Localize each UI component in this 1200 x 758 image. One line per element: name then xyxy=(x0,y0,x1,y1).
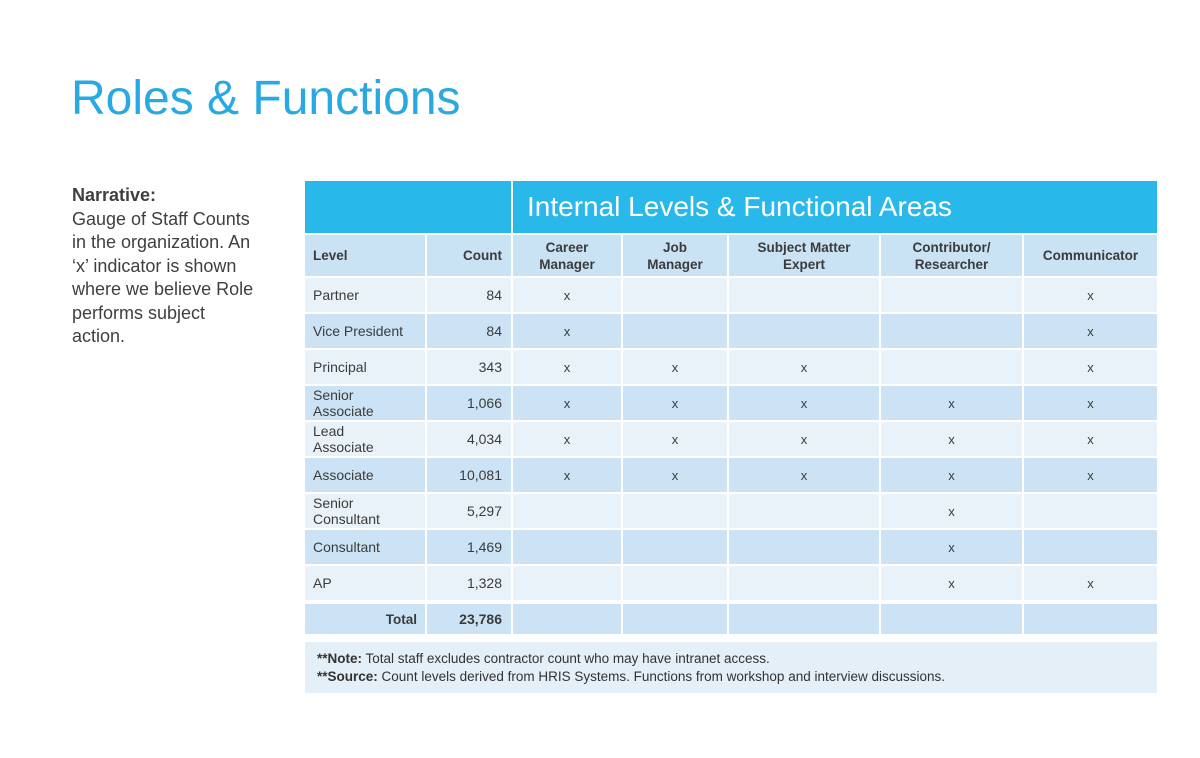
footnote-source-text: Count levels derived from HRIS Systems. … xyxy=(381,668,946,684)
mark-cell xyxy=(729,314,879,348)
roles-table: Internal Levels & Functional Areas Level… xyxy=(305,181,1157,634)
mark-cell: x xyxy=(513,278,621,312)
mark-cell: x xyxy=(1024,278,1157,312)
level-cell: Vice President xyxy=(305,314,425,348)
mark-cell: x xyxy=(1024,458,1157,492)
mark-cell: x xyxy=(513,458,621,492)
footnotes: **Note: Total staff excludes contractor … xyxy=(305,642,1157,693)
mark-cell: x xyxy=(1024,314,1157,348)
column-header-contributor-researcher: Contributor/ Researcher xyxy=(881,235,1022,276)
mark-cell: x xyxy=(1024,386,1157,420)
mark-cell: x xyxy=(881,458,1022,492)
mark-cell: x xyxy=(881,530,1022,564)
mark-cell: x xyxy=(623,422,727,456)
mark-cell: x xyxy=(1024,422,1157,456)
mark-cell: x xyxy=(729,458,879,492)
mark-cell xyxy=(623,530,727,564)
narrative-block: Narrative: Gauge of Staff Counts in the … xyxy=(72,184,287,349)
mark-cell xyxy=(513,566,621,600)
column-header-subject-matter-expert: Subject Matter Expert xyxy=(729,235,879,276)
total-label-cell: Total xyxy=(305,604,425,634)
column-header-level: Level xyxy=(305,235,425,276)
column-header-communicator: Communicator xyxy=(1024,235,1157,276)
mark-cell xyxy=(1024,494,1157,528)
mark-cell xyxy=(881,350,1022,384)
level-cell: Senior Associate xyxy=(305,386,425,420)
count-cell: 10,081 xyxy=(427,458,511,492)
mark-cell: x xyxy=(1024,350,1157,384)
banner-title: Internal Levels & Functional Areas xyxy=(513,181,1157,233)
mark-cell xyxy=(1024,530,1157,564)
footnote-note-text: Total staff excludes contractor count wh… xyxy=(365,651,770,666)
count-cell: 1,328 xyxy=(427,566,511,600)
roles-table-wrapper: Internal Levels & Functional Areas Level… xyxy=(305,181,1157,693)
count-cell: 84 xyxy=(427,278,511,312)
count-cell: 1,066 xyxy=(427,386,511,420)
total-empty-cell xyxy=(881,604,1022,634)
mark-cell xyxy=(881,314,1022,348)
mark-cell xyxy=(729,278,879,312)
level-cell: Consultant xyxy=(305,530,425,564)
count-cell: 5,297 xyxy=(427,494,511,528)
mark-cell: x xyxy=(513,350,621,384)
mark-cell xyxy=(881,278,1022,312)
column-header-job-manager: Job Manager xyxy=(623,235,727,276)
mark-cell: x xyxy=(881,386,1022,420)
level-cell: Partner xyxy=(305,278,425,312)
footnote-note: **Note: Total staff excludes contractor … xyxy=(317,650,1145,668)
level-cell: Lead Associate xyxy=(305,422,425,456)
mark-cell xyxy=(729,530,879,564)
column-header-career-manager: Career Manager xyxy=(513,235,621,276)
level-cell: Associate xyxy=(305,458,425,492)
mark-cell xyxy=(623,494,727,528)
total-empty-cell xyxy=(729,604,879,634)
mark-cell xyxy=(623,278,727,312)
count-cell: 1,469 xyxy=(427,530,511,564)
mark-cell xyxy=(729,494,879,528)
mark-cell: x xyxy=(513,386,621,420)
narrative-heading: Narrative: xyxy=(72,185,157,205)
count-cell: 4,034 xyxy=(427,422,511,456)
total-count-cell: 23,786 xyxy=(427,604,511,634)
level-cell: Principal xyxy=(305,350,425,384)
mark-cell: x xyxy=(729,386,879,420)
mark-cell xyxy=(623,314,727,348)
mark-cell: x xyxy=(729,350,879,384)
mark-cell: x xyxy=(623,458,727,492)
mark-cell: x xyxy=(623,386,727,420)
banner-blank-cell xyxy=(305,181,511,233)
mark-cell: x xyxy=(513,422,621,456)
count-cell: 84 xyxy=(427,314,511,348)
level-cell: AP xyxy=(305,566,425,600)
mark-cell: x xyxy=(729,422,879,456)
mark-cell: x xyxy=(1024,566,1157,600)
mark-cell: x xyxy=(881,566,1022,600)
level-cell: Senior Consultant xyxy=(305,494,425,528)
narrative-body: Gauge of Staff Counts in the organizatio… xyxy=(72,208,254,347)
page-title: Roles & Functions xyxy=(71,72,461,125)
mark-cell xyxy=(513,530,621,564)
mark-cell: x xyxy=(513,314,621,348)
mark-cell: x xyxy=(881,494,1022,528)
mark-cell: x xyxy=(881,422,1022,456)
mark-cell xyxy=(729,566,879,600)
column-header-count: Count xyxy=(427,235,511,276)
total-empty-cell xyxy=(1024,604,1157,634)
count-cell: 343 xyxy=(427,350,511,384)
footnote-source-label: **Source: xyxy=(317,668,378,684)
total-empty-cell xyxy=(513,604,621,634)
total-empty-cell xyxy=(623,604,727,634)
mark-cell xyxy=(513,494,621,528)
footnote-note-label: **Note: xyxy=(317,651,363,666)
footnote-source: **Source: Count levels derived from HRIS… xyxy=(317,668,1145,686)
mark-cell xyxy=(623,566,727,600)
mark-cell: x xyxy=(623,350,727,384)
